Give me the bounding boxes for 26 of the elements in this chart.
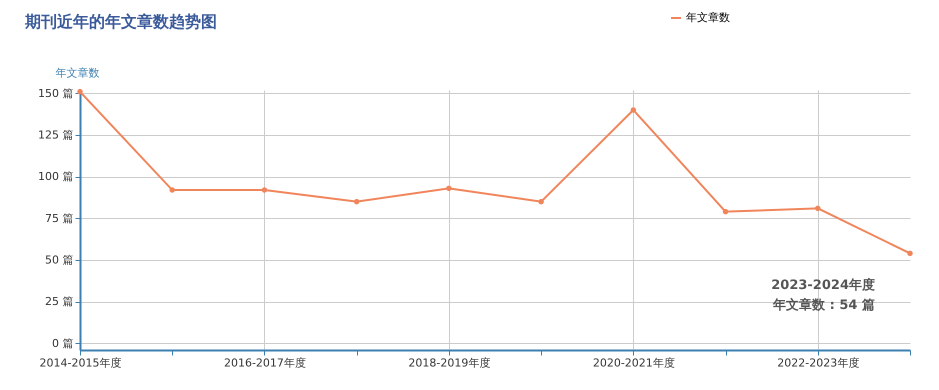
- y-axis-title: 年文章数: [56, 66, 100, 80]
- x-tick-label: 2016-2017年度: [224, 356, 306, 370]
- point: [538, 198, 544, 204]
- chart-title: 期刊近年的年文章数趋势图: [24, 12, 217, 31]
- point: [354, 198, 360, 204]
- annotation: 年文章数 : 54 篇: [772, 297, 875, 313]
- point: [815, 206, 821, 212]
- x-tick-label: 2018-2019年度: [408, 356, 490, 370]
- annotation: 2023-2024年度: [771, 277, 875, 293]
- y-tick-label: 25 篇: [45, 295, 74, 308]
- point: [907, 250, 913, 256]
- y-tick-label: 100 篇: [38, 170, 74, 184]
- x-tick-label: 2020-2021年度: [592, 356, 675, 370]
- legend-label: 年文章数: [686, 11, 730, 24]
- point: [630, 107, 636, 113]
- point: [262, 187, 268, 193]
- y-tick-label: 150 篇: [38, 86, 74, 100]
- x-tick-label: 2014-2015年度: [40, 356, 122, 370]
- point: [446, 186, 452, 192]
- x-tick-label: 2022-2023年度: [777, 356, 860, 370]
- point: [169, 187, 175, 193]
- y-tick-label: 0 篇: [52, 336, 74, 350]
- point: [722, 208, 728, 214]
- y-tick-label: 75 篇: [45, 212, 74, 225]
- y-tick-label: 125 篇: [38, 128, 74, 142]
- y-tick-label: 50 篇: [45, 254, 74, 266]
